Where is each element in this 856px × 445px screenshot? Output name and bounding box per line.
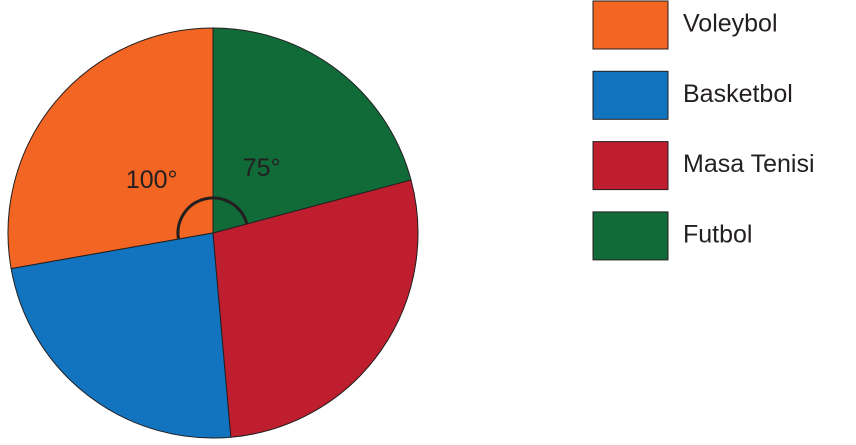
pie-slice [7,27,214,270]
legend-swatch [592,70,669,120]
legend-label: Futbol [683,221,752,249]
legend-label: Voleybol [683,10,778,38]
pie-slice [212,179,419,438]
legend-swatch [592,0,669,50]
slice-label: 75° [243,154,281,182]
angle-arc [176,196,249,240]
pie-slice [212,27,412,234]
slice-label: 100° [126,166,178,194]
legend-label: Masa Tenisi [683,150,815,178]
legend-label: Basketbol [683,80,793,108]
legend-swatch [592,141,669,191]
legend-swatch [592,211,669,261]
pie-slice [10,232,232,439]
